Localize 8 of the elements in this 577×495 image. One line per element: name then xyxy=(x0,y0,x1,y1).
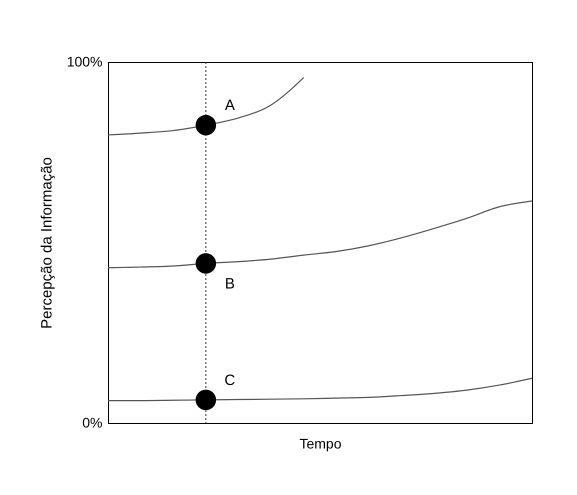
y-tick-label: 100% xyxy=(66,54,102,70)
line-series xyxy=(107,76,304,136)
y-tick-label: 0% xyxy=(82,414,102,430)
annotation: A xyxy=(224,97,235,114)
y-axis-title: Percepção da Informação xyxy=(38,157,56,329)
annotation: C xyxy=(224,372,236,389)
x-axis-title: Tempo xyxy=(299,436,342,452)
annotation: B xyxy=(224,275,235,292)
